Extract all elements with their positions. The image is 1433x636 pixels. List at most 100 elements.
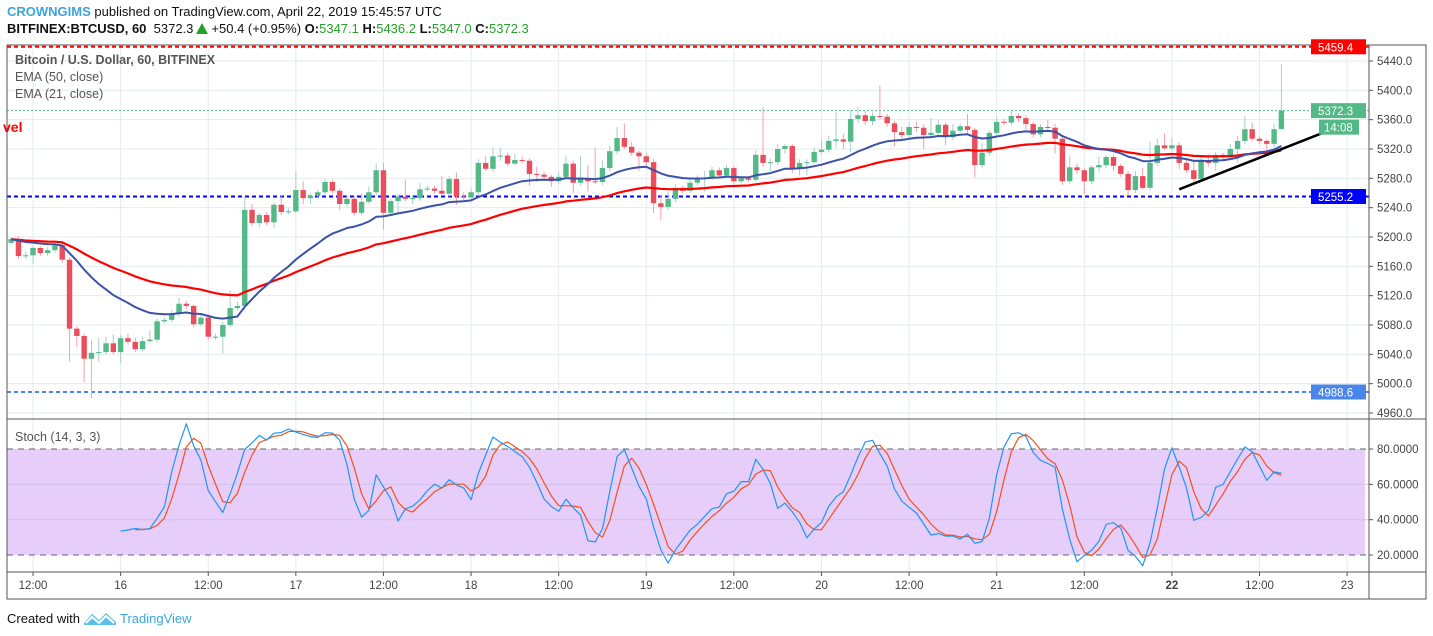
ema-lines [10, 129, 1282, 320]
low-label: L: [419, 21, 432, 36]
candle-body [847, 118, 854, 142]
stoch-lines [120, 423, 1282, 567]
symbol: BITFINEX:BTCUSD, 60 [7, 21, 147, 36]
candle-body [1015, 115, 1022, 119]
candle-body [103, 343, 109, 353]
price-tick-label: 5080.0 [1377, 320, 1412, 332]
candle-body [329, 181, 336, 191]
candle-body [125, 338, 131, 342]
candle-body [300, 190, 306, 199]
candles [8, 63, 1285, 399]
candle-body [315, 192, 321, 196]
candle-body [526, 160, 533, 174]
time-tick-label: 17 [289, 580, 302, 592]
legend-ema21[interactable]: EMA (21, close) [15, 87, 104, 101]
candle-body [760, 154, 766, 163]
candle-body [950, 130, 956, 138]
time-tick-label: 18 [465, 580, 478, 592]
candle-body [1242, 129, 1248, 141]
candle-body [490, 156, 496, 169]
candle-body [176, 303, 182, 314]
time-tick-label: 16 [114, 580, 127, 592]
candle-body [388, 201, 394, 213]
candle-body [1271, 129, 1277, 144]
price-tick-label: 5360.0 [1377, 115, 1412, 127]
candle-body [8, 239, 14, 243]
time-tick-label: 22 [1165, 580, 1178, 592]
candle-body [731, 168, 737, 182]
time-tick-label: 20 [815, 580, 828, 592]
price-tick-label: 5320.0 [1377, 144, 1412, 156]
candle-body [723, 168, 730, 176]
price-label-5372.3: 5372.3 [1318, 106, 1353, 118]
candle-body [869, 115, 876, 122]
price-label-box [1311, 39, 1366, 55]
candle-body [1081, 170, 1087, 182]
time-tick-label: 12:00 [1245, 580, 1274, 592]
price-label-box [1311, 103, 1366, 119]
candle-body [212, 336, 219, 338]
axes: 5440.0 5400.0 5360.0 5320.0 5280.0 5240.0 5200… [19, 39, 1419, 592]
candle-body [840, 139, 847, 142]
candle-body [1001, 121, 1007, 123]
candle-body [30, 247, 36, 256]
candle-body [227, 308, 233, 325]
price-tick-label: 5040.0 [1377, 349, 1412, 361]
candle-body [74, 328, 80, 336]
candle-body [1249, 129, 1255, 139]
stoch-tick-label: 20.0000 [1377, 550, 1419, 562]
author-link[interactable]: CROWNGIMS [7, 4, 91, 19]
candle-body [942, 124, 949, 138]
candle-body [52, 245, 58, 251]
candle-body [607, 151, 613, 169]
candle-body [293, 190, 299, 212]
candle-body [220, 324, 226, 337]
candle-body [650, 162, 657, 204]
candle-body [592, 181, 598, 183]
candle-body [804, 162, 810, 164]
time-tick-label: 12:00 [194, 580, 223, 592]
up-triangle-icon [196, 23, 209, 34]
candle-body [665, 198, 671, 207]
countdown-label: 14:08 [1324, 123, 1353, 135]
candle-body [395, 196, 401, 202]
candle-body [782, 146, 788, 149]
candle-body [906, 126, 912, 136]
candle-body [154, 321, 160, 340]
legend-stoch[interactable]: Stoch (14, 3, 3) [15, 430, 101, 444]
stoch-d-line [135, 430, 1282, 559]
horizontal-lines[interactable] [7, 45, 1369, 394]
candle-body [709, 170, 715, 178]
time-tick-label: 23 [1341, 580, 1354, 592]
time-tick-label: 12:00 [895, 580, 924, 592]
candle-body [1183, 162, 1190, 171]
legend-ema50[interactable]: EMA (50, close) [15, 70, 104, 84]
high-label: H: [362, 21, 377, 36]
candle-body [855, 115, 861, 119]
candle-body [15, 239, 22, 257]
candle-body [285, 211, 292, 213]
candle-body [424, 188, 430, 190]
candle-body [81, 335, 87, 359]
candle-body [891, 123, 898, 133]
candle-body [1125, 173, 1131, 191]
candle-body [1234, 140, 1241, 149]
candle-body [628, 146, 635, 153]
chart-frame [6, 44, 1427, 600]
candle-body [1161, 145, 1168, 149]
countdown-box [1319, 119, 1359, 135]
created-with: Created with [7, 610, 80, 626]
tradingview-link[interactable]: TradingView [119, 610, 192, 626]
candle-body [1074, 167, 1080, 171]
price-label-box [1311, 189, 1366, 205]
time-tick-label: 21 [990, 580, 1003, 592]
candle-body [541, 174, 547, 177]
candle-body [1147, 162, 1153, 188]
candle-body [672, 187, 679, 199]
footer: Created with TradingView [7, 610, 192, 626]
candle-body [738, 178, 744, 182]
candle-body [811, 151, 817, 163]
price-tick-label: 5240.0 [1377, 203, 1412, 215]
candle-body [1103, 157, 1109, 166]
